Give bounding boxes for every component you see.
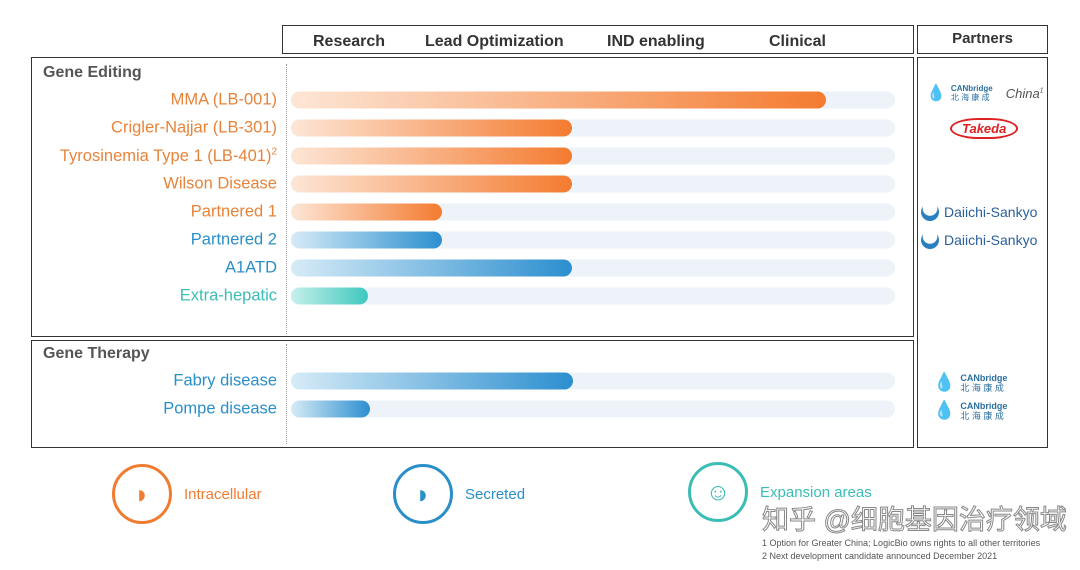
watermark: 知乎 @细胞基因治疗领域 — [762, 505, 1068, 536]
drop-icon: 💧 — [933, 400, 956, 420]
program-label: A1ATD — [225, 258, 277, 277]
progress-track — [291, 203, 895, 221]
stage-clinical: Clinical — [769, 33, 826, 50]
progress-track — [291, 175, 895, 193]
progress-bar — [291, 175, 572, 193]
partners-title: Partners — [952, 30, 1013, 47]
partner-canbridge: 💧 CANbridge 北 海 康 成 — [933, 400, 1008, 421]
program-label: Partnered 1 — [190, 202, 277, 221]
progress-bar — [291, 119, 572, 137]
progress-track — [291, 400, 895, 418]
partners-column — [917, 57, 1048, 448]
liver-icon: ◗ — [112, 464, 172, 524]
liver-icon: ◗ — [393, 464, 453, 524]
drop-icon: 💧 — [933, 372, 956, 392]
progress-bar — [291, 287, 368, 305]
progress-bar — [291, 203, 442, 221]
progress-track — [291, 259, 895, 277]
program-label: Wilson Disease — [163, 174, 277, 193]
progress-track — [291, 231, 895, 249]
program-label: Pompe disease — [163, 399, 277, 418]
partner-canbridge: 💧 CANbridge 北 海 康 成 — [933, 372, 1008, 393]
section-title: Gene Therapy — [43, 345, 150, 362]
program-label: Fabry disease — [173, 371, 277, 390]
gene-editing-section — [31, 57, 914, 337]
section-title: Gene Editing — [43, 64, 142, 81]
stage-header — [282, 25, 914, 54]
progress-track — [291, 372, 895, 390]
stage-ind-enabling: IND enabling — [607, 33, 705, 50]
body-icon: ☺ — [688, 462, 748, 522]
program-label: Crigler-Najjar (LB-301) — [111, 118, 277, 137]
program-label: Tyrosinemia Type 1 (LB-401)2 — [59, 146, 277, 165]
progress-track — [291, 91, 895, 109]
progress-track — [291, 287, 895, 305]
gene-therapy-section — [31, 340, 914, 448]
partner-takeda: Takeda — [950, 118, 1019, 139]
progress-bar — [291, 400, 370, 418]
progress-bar — [291, 91, 827, 109]
progress-bar — [291, 372, 574, 390]
program-label: Partnered 2 — [190, 230, 277, 249]
partners-header: Partners — [917, 25, 1048, 54]
progress-track — [291, 119, 895, 137]
divider — [286, 64, 287, 334]
legend-secreted: ◗ Secreted — [393, 464, 525, 524]
divider — [286, 344, 287, 444]
program-label: Extra-hepatic — [179, 286, 277, 305]
daiichi-icon — [921, 231, 939, 249]
progress-bar — [291, 259, 572, 277]
partner-canbridge: 💧 CANbridge 北 海 康 成 China1 — [926, 84, 1044, 102]
progress-track — [291, 147, 895, 165]
partner-daiichi: Daiichi-Sankyo — [921, 203, 1037, 221]
footnote: 2 Next development candidate announced D… — [762, 551, 998, 561]
footnote: 1 Option for Greater China; LogicBio own… — [762, 538, 1041, 548]
stage-lead-optimization: Lead Optimization — [425, 33, 564, 50]
program-label: MMA (LB-001) — [170, 90, 277, 109]
partner-daiichi: Daiichi-Sankyo — [921, 231, 1037, 249]
stage-research: Research — [313, 33, 386, 50]
legend-intracellular: ◗ Intracellular — [112, 464, 262, 524]
daiichi-icon — [921, 203, 939, 221]
legend-expansion: ☺ Expansion areas — [688, 462, 872, 522]
progress-bar — [291, 147, 572, 165]
drop-icon: 💧 — [926, 85, 946, 102]
progress-bar — [291, 231, 442, 249]
